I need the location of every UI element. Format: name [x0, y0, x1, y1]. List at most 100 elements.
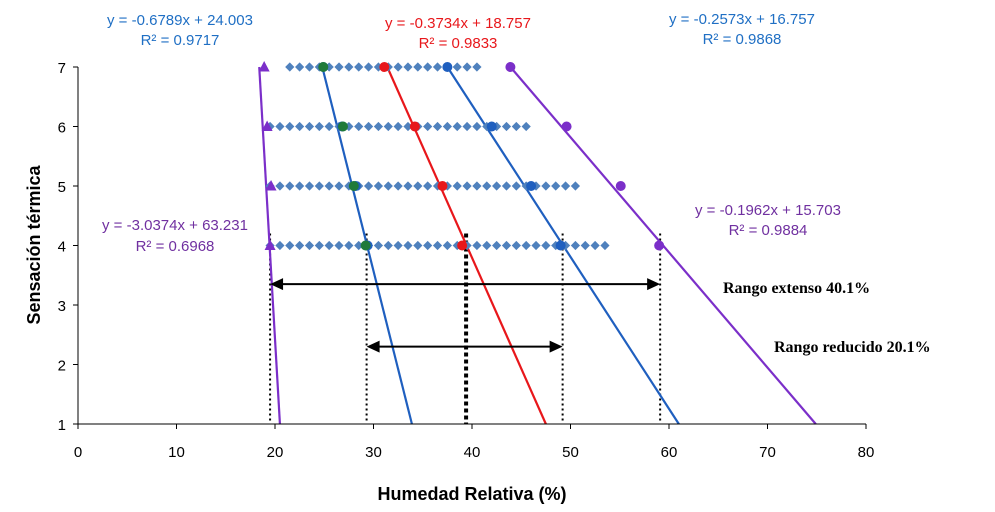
observation-point — [383, 240, 393, 251]
observation-point — [304, 240, 315, 251]
series-point — [265, 180, 277, 191]
observation-point — [570, 240, 581, 251]
observation-point — [275, 181, 285, 191]
observation-point — [442, 240, 452, 251]
observation-point — [344, 62, 354, 72]
equation-2-formula: y = -0.3734x + 18.757 — [385, 15, 531, 32]
observation-point — [462, 62, 472, 72]
observation-point — [501, 240, 512, 251]
observation-markers — [265, 62, 610, 251]
observation-point — [363, 62, 374, 72]
x-tick-label: 50 — [562, 444, 579, 461]
observation-point — [423, 121, 433, 132]
observation-point — [324, 240, 334, 251]
observation-point — [285, 181, 295, 191]
observation-point — [452, 62, 462, 72]
plot-area: 0 10 20 30 40 50 60 70 80 1 2 3 4 5 6 7 — [58, 60, 875, 461]
observation-point — [295, 181, 305, 191]
series-point — [555, 240, 566, 251]
observation-point — [373, 62, 384, 72]
observation-point — [334, 181, 344, 191]
x-tick-label: 20 — [267, 444, 284, 461]
equation-5-formula: y = -0.1962x + 15.703 — [695, 202, 841, 219]
observation-point — [275, 121, 285, 132]
observation-point — [393, 240, 403, 251]
tick-labels: 0 10 20 30 40 50 60 70 80 1 2 3 4 5 6 7 — [58, 60, 875, 461]
equation-4: y = -3.0374x + 63.231 R² = 0.6968 — [102, 217, 248, 255]
x-tick-label: 40 — [464, 444, 481, 461]
series-point — [258, 61, 270, 72]
observation-point — [472, 62, 482, 72]
observation-point — [354, 62, 364, 72]
observation-point — [551, 181, 561, 191]
observation-point — [403, 121, 413, 132]
series-point — [409, 121, 420, 132]
equation-5: y = -0.1962x + 15.703 R² = 0.9884 — [695, 202, 841, 239]
series-point — [261, 120, 273, 131]
series-point — [457, 240, 468, 251]
observation-point — [423, 240, 433, 251]
observation-point — [432, 121, 443, 132]
observation-point — [541, 181, 551, 191]
observation-point — [393, 181, 403, 191]
series-point — [337, 121, 348, 132]
equation-4-formula: y = -3.0374x + 63.231 — [102, 217, 248, 234]
observation-point — [285, 62, 295, 72]
observation-point — [413, 181, 423, 191]
observation-point — [511, 181, 521, 191]
range-arrow-head-left — [270, 278, 284, 291]
x-tick-label: 0 — [74, 444, 82, 461]
observation-point — [511, 121, 521, 132]
observation-point — [314, 240, 324, 251]
observation-point — [570, 181, 581, 191]
observation-point — [295, 240, 305, 251]
observation-point — [354, 240, 364, 251]
range-arrow-head-left — [366, 340, 380, 353]
observation-point — [501, 181, 512, 191]
series-point — [360, 240, 371, 251]
range-label-reduced: Rango reducido 20.1% — [774, 339, 931, 356]
observation-point — [560, 181, 571, 191]
observation-point — [363, 181, 374, 191]
observation-point — [423, 181, 433, 191]
observation-point — [275, 240, 285, 251]
y-tick-label: 6 — [58, 120, 66, 137]
observation-point — [285, 240, 295, 251]
series-point — [615, 181, 626, 191]
observation-point — [383, 121, 393, 132]
observation-point — [344, 240, 354, 251]
observation-point — [472, 121, 482, 132]
observation-point — [314, 181, 324, 191]
observation-point — [531, 240, 541, 251]
series-point — [505, 62, 516, 72]
observation-point — [373, 181, 384, 191]
x-tick-label: 70 — [759, 444, 776, 461]
observation-point — [314, 121, 324, 132]
observation-point — [423, 62, 433, 72]
observation-point — [482, 181, 492, 191]
observation-point — [511, 240, 521, 251]
observation-point — [541, 240, 551, 251]
series-point — [437, 181, 448, 191]
equation-4-r2: R² = 0.6968 — [136, 238, 215, 255]
observation-point — [492, 181, 502, 191]
observation-point — [432, 62, 443, 72]
series-point — [348, 181, 359, 191]
observation-point — [363, 121, 374, 132]
y-tick-label: 5 — [58, 179, 66, 196]
observation-point — [334, 62, 344, 72]
x-tick-label: 30 — [365, 444, 382, 461]
observation-point — [492, 240, 502, 251]
observation-point — [452, 121, 462, 132]
observation-point — [432, 240, 443, 251]
range-arrow-head-right — [549, 340, 563, 353]
observation-point — [413, 240, 423, 251]
y-axis-title: Sensación térmica — [24, 164, 44, 324]
equation-3: y = -0.2573x + 16.757 R² = 0.9868 — [669, 11, 815, 48]
equation-2-r2: R² = 0.9833 — [419, 35, 498, 52]
observation-point — [295, 121, 305, 132]
range-label-extended: Rango extenso 40.1% — [723, 280, 870, 297]
observation-point — [285, 121, 295, 132]
observation-point — [324, 62, 334, 72]
range-arrow-head-right — [647, 278, 661, 291]
